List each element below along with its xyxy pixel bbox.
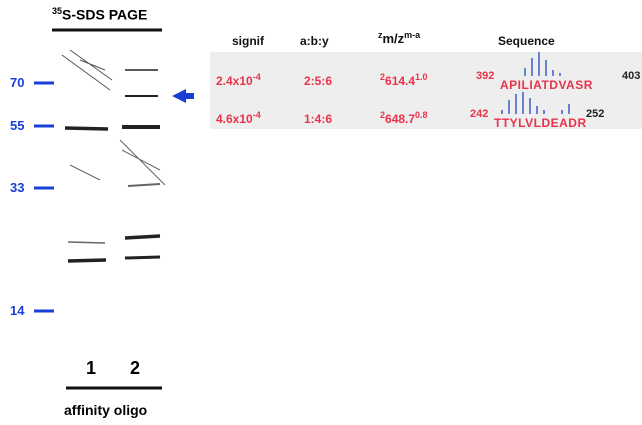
lane-label: 1 — [86, 358, 96, 379]
signif: 4.6x10-4 — [216, 110, 261, 126]
seq-start: 392 — [476, 70, 494, 82]
seq-start: 242 — [470, 108, 488, 120]
mz: 2648.70.8 — [380, 110, 428, 126]
header-sup: m-a — [404, 30, 420, 40]
gel — [58, 38, 162, 348]
signif-exp: -4 — [253, 72, 261, 82]
header: a:b:y — [300, 34, 329, 48]
marker-ticks — [34, 83, 54, 311]
signif-base: 2.4x10 — [216, 74, 253, 88]
marker-label: 55 — [10, 118, 24, 133]
marker-label: 14 — [10, 303, 24, 318]
sequence: APILIATDVASR — [500, 78, 593, 92]
marker-label: 70 — [10, 75, 24, 90]
ratio: 2:5:6 — [304, 74, 332, 88]
signif-base: 4.6x10 — [216, 112, 253, 126]
mz: 2614.41.0 — [380, 72, 428, 88]
lane-label: 2 — [130, 358, 140, 379]
signif: 2.4x10-4 — [216, 72, 261, 88]
header-mz: m/z — [383, 31, 405, 46]
figure-graphics — [0, 0, 642, 425]
mz-value: 648.7 — [385, 112, 415, 126]
seq-end: 403 — [622, 70, 640, 82]
sequence: TTYLVLDEADR — [494, 116, 587, 130]
isotope: 35 — [52, 6, 62, 16]
mz-sup: 1.0 — [415, 72, 428, 82]
page: 35S-SDS PAGE 70 55 33 14 1 2 affinity ol… — [0, 0, 642, 425]
header: signif — [232, 34, 264, 48]
mz-sup: 0.8 — [415, 110, 428, 120]
title: S-SDS PAGE — [62, 7, 147, 23]
gel-title: 35S-SDS PAGE — [52, 6, 147, 23]
ratio: 1:4:6 — [304, 112, 332, 126]
seq-end: 252 — [586, 108, 604, 120]
mz-value: 614.4 — [385, 74, 415, 88]
signif-exp: -4 — [253, 110, 261, 120]
marker-label: 33 — [10, 180, 24, 195]
header: Sequence — [498, 34, 555, 48]
lane-caption: affinity oligo — [64, 402, 147, 418]
band-arrow — [172, 89, 194, 103]
header: zm/zm-a — [378, 30, 420, 46]
